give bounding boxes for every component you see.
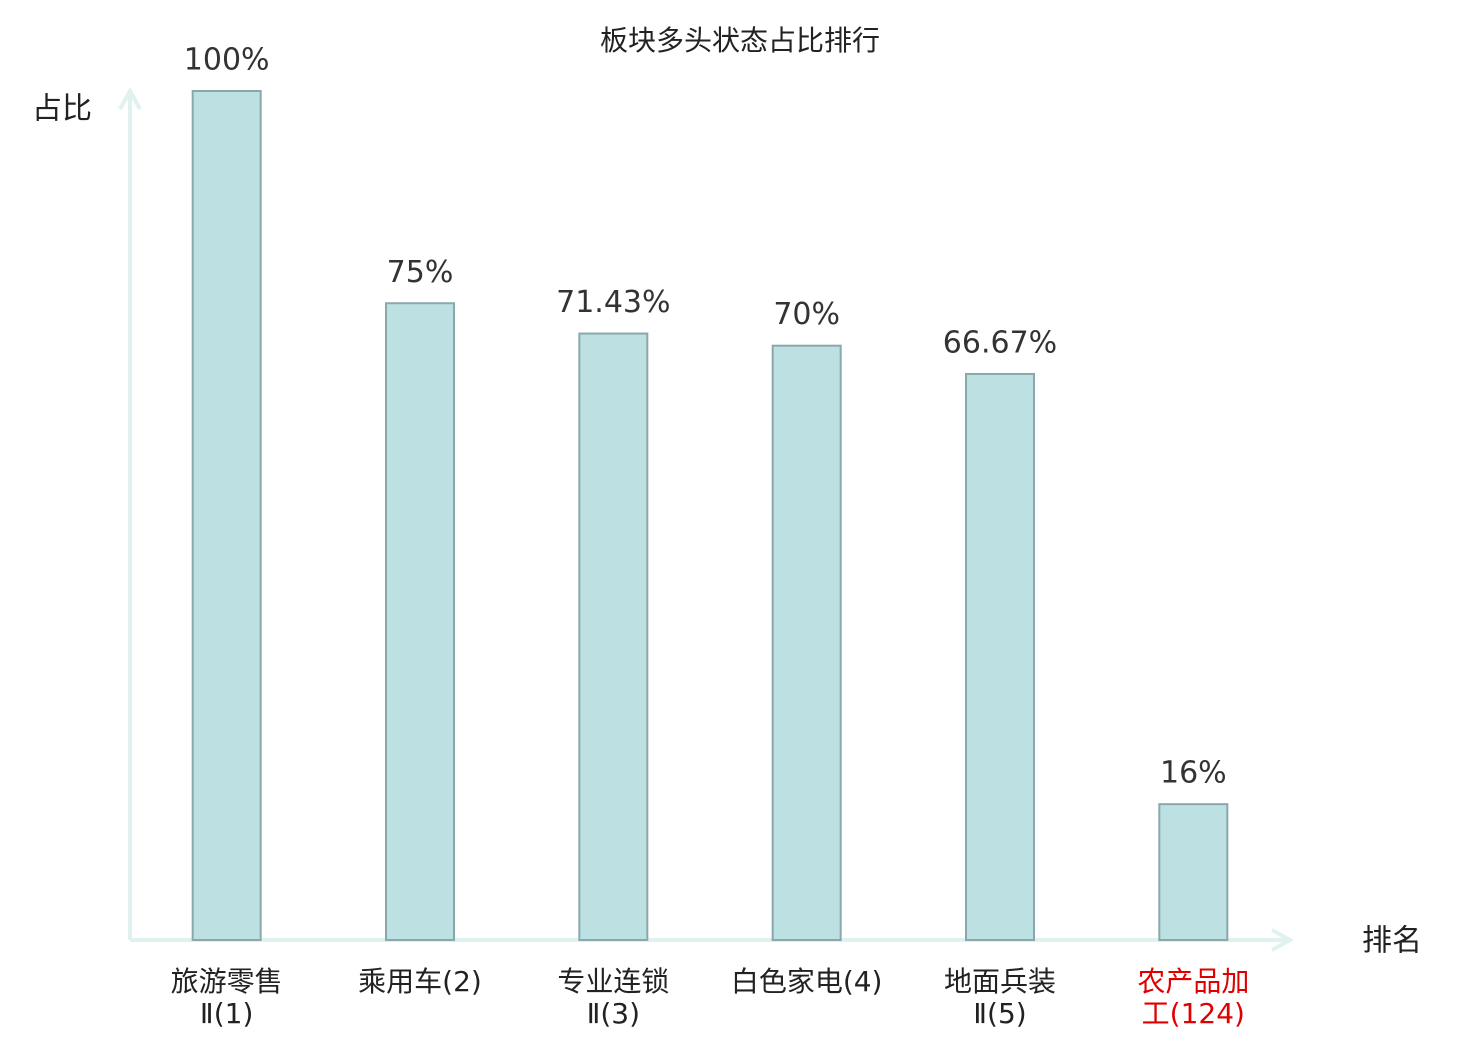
value-label: 70% — [773, 297, 840, 332]
value-label: 71.43% — [556, 285, 670, 320]
bar — [191, 90, 262, 941]
x-tick-label: 农产品加 工(124) — [1137, 965, 1250, 1030]
y-axis-label: 占比 — [32, 92, 92, 127]
x-tick-label: 地面兵装 Ⅱ(5) — [943, 965, 1056, 1030]
y-axis-arrow — [118, 86, 142, 110]
value-label: 100% — [184, 43, 270, 78]
x-tick-label: 乘用车(2) — [358, 965, 482, 998]
value-label: 16% — [1160, 756, 1227, 791]
x-tick-label: 旅游零售 Ⅱ(1) — [170, 965, 283, 1030]
x-tick-label: 专业连锁 Ⅱ(3) — [557, 965, 670, 1030]
x-tick-label: 白色家电(4) — [730, 965, 883, 998]
bar — [385, 302, 455, 941]
chart-title: 板块多头状态占比排行 — [600, 24, 880, 57]
bar — [578, 332, 649, 941]
x-axis-arrow — [1271, 928, 1295, 952]
value-label: 66.67% — [943, 325, 1057, 360]
value-label: 75% — [387, 255, 454, 290]
x-axis-label: 排名 — [1362, 924, 1422, 959]
bar — [1158, 803, 1229, 941]
bar — [771, 344, 842, 941]
bar — [965, 372, 1035, 942]
